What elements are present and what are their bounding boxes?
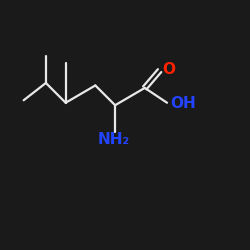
Text: NH₂: NH₂: [98, 132, 130, 147]
Text: OH: OH: [170, 96, 196, 112]
Text: O: O: [162, 62, 175, 77]
